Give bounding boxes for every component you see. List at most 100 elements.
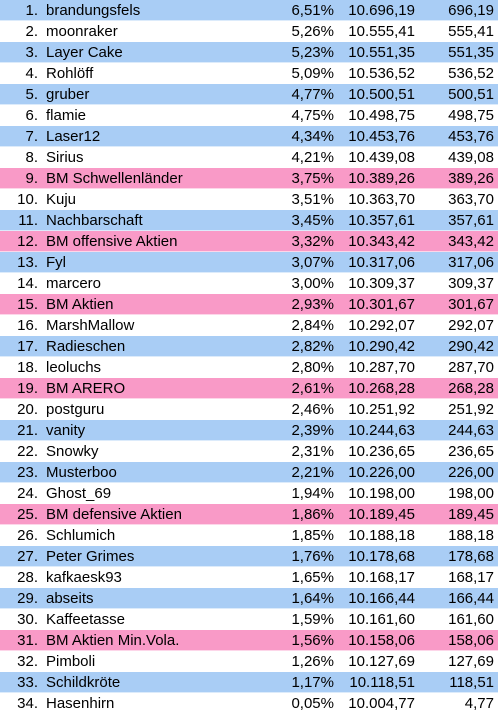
- rank-cell: 6.: [25, 107, 38, 124]
- value-cell: 10.301,67: [348, 296, 415, 313]
- table-row: 14. marcero 3,00% 10.309,37 309,37: [0, 273, 498, 294]
- table-row: 29. abseits 1,64% 10.166,44 166,44: [0, 588, 498, 609]
- table-row: 4. Rohlöff 5,09% 10.536,52 536,52: [0, 63, 498, 84]
- name-cell: Nachbarschaft: [46, 212, 143, 229]
- table-row: 17. Radieschen 2,82% 10.290,42 290,42: [0, 336, 498, 357]
- gain-cell: 439,08: [448, 149, 494, 166]
- name-cell: flamie: [46, 107, 87, 124]
- table-row: 1. brandungsfels 6,51% 10.696,19 696,19: [0, 0, 498, 21]
- value-cell: 10.439,08: [348, 149, 415, 166]
- table-row: 20. postguru 2,46% 10.251,92 251,92: [0, 399, 498, 420]
- percent-cell: 3,75%: [291, 170, 334, 187]
- table-row: 9. BM Schwellenländer 3,75% 10.389,26 389,26: [0, 168, 498, 189]
- name-cell: Snowky: [46, 443, 99, 460]
- value-cell: 10.696,19: [348, 2, 415, 19]
- table-row: 10. Kuju 3,51% 10.363,70 363,70: [0, 189, 498, 210]
- percent-cell: 3,07%: [291, 254, 334, 271]
- name-cell: Radieschen: [46, 338, 126, 355]
- name-cell: Laser12: [46, 128, 101, 145]
- gain-cell: 236,65: [448, 443, 494, 460]
- value-cell: 10.244,63: [348, 422, 415, 439]
- gain-cell: 198,00: [448, 485, 494, 502]
- rank-cell: 7.: [25, 128, 38, 145]
- value-cell: 10.287,70: [348, 359, 415, 376]
- value-cell: 10.198,00: [348, 485, 415, 502]
- gain-cell: 188,18: [448, 527, 494, 544]
- percent-cell: 1,86%: [291, 506, 334, 523]
- rank-cell: 10.: [17, 191, 38, 208]
- name-cell: leoluchs: [46, 359, 102, 376]
- gain-cell: 290,42: [448, 338, 494, 355]
- value-cell: 10.127,69: [348, 653, 415, 670]
- percent-cell: 1,76%: [291, 548, 334, 565]
- value-cell: 10.555,41: [348, 23, 415, 40]
- table-row: 12. BM offensive Aktien 3,32% 10.343,42 343,…: [0, 231, 498, 252]
- value-cell: 10.292,07: [348, 317, 415, 334]
- percent-cell: 3,32%: [291, 233, 334, 250]
- percent-cell: 1,64%: [291, 590, 334, 607]
- value-cell: 10.453,76: [348, 128, 415, 145]
- table-row: 13. Fyl 3,07% 10.317,06 317,06: [0, 252, 498, 273]
- value-cell: 10.500,51: [348, 86, 415, 103]
- gain-cell: 309,37: [448, 275, 494, 292]
- rank-cell: 17.: [17, 338, 38, 355]
- percent-cell: 2,61%: [291, 380, 334, 397]
- percent-cell: 1,26%: [291, 653, 334, 670]
- table-row: 3. Layer Cake 5,23% 10.551,35 551,35: [0, 42, 498, 63]
- rank-cell: 25.: [17, 506, 38, 523]
- rank-cell: 21.: [17, 422, 38, 439]
- rank-cell: 22.: [17, 443, 38, 460]
- rank-cell: 13.: [17, 254, 38, 271]
- name-cell: vanity: [46, 422, 86, 439]
- table-row: 19. BM ARERO 2,61% 10.268,28 268,28: [0, 378, 498, 399]
- value-cell: 10.290,42: [348, 338, 415, 355]
- table-row: 15. BM Aktien 2,93% 10.301,67 301,67: [0, 294, 498, 315]
- table-row: 31. BM Aktien Min.Vola. 1,56% 10.158,06 158,…: [0, 630, 498, 651]
- percent-cell: 5,23%: [291, 44, 334, 61]
- percent-cell: 4,77%: [291, 86, 334, 103]
- percent-cell: 1,59%: [291, 611, 334, 628]
- value-cell: 10.189,45: [348, 506, 415, 523]
- table-row: 22. Snowky 2,31% 10.236,65 236,65: [0, 441, 498, 462]
- table-row: 28. kafkaesk93 1,65% 10.168,17 168,17: [0, 567, 498, 588]
- gain-cell: 118,51: [449, 674, 494, 691]
- percent-cell: 1,17%: [291, 674, 334, 691]
- value-cell: 10.226,00: [348, 464, 415, 481]
- value-cell: 10.236,65: [348, 443, 415, 460]
- rank-cell: 1.: [25, 2, 38, 19]
- name-cell: Fyl: [46, 254, 66, 271]
- value-cell: 10.268,28: [348, 380, 415, 397]
- rank-cell: 34.: [17, 695, 38, 712]
- rank-cell: 11.: [18, 212, 38, 229]
- value-cell: 10.166,44: [348, 590, 415, 607]
- name-cell: Kaffeetasse: [46, 611, 125, 628]
- percent-cell: 2,46%: [291, 401, 334, 418]
- rank-cell: 3.: [25, 44, 38, 61]
- gain-cell: 189,45: [448, 506, 494, 523]
- value-cell: 10.168,17: [348, 569, 415, 586]
- percent-cell: 2,39%: [291, 422, 334, 439]
- gain-cell: 158,06: [448, 632, 494, 649]
- gain-cell: 226,00: [448, 464, 494, 481]
- rank-cell: 27.: [17, 548, 38, 565]
- name-cell: Schildkröte: [46, 674, 121, 691]
- rank-cell: 23.: [17, 464, 38, 481]
- rank-cell: 31.: [17, 632, 38, 649]
- value-cell: 10.178,68: [348, 548, 415, 565]
- gain-cell: 244,63: [448, 422, 494, 439]
- percent-cell: 1,56%: [291, 632, 334, 649]
- rank-cell: 24.: [17, 485, 38, 502]
- gain-cell: 551,35: [448, 44, 494, 61]
- table-row: 6. flamie 4,75% 10.498,75 498,75: [0, 105, 498, 126]
- gain-cell: 292,07: [448, 317, 494, 334]
- gain-cell: 389,26: [448, 170, 494, 187]
- name-cell: postguru: [46, 401, 105, 418]
- percent-cell: 4,21%: [291, 149, 334, 166]
- value-cell: 10.161,60: [348, 611, 415, 628]
- value-cell: 10.551,35: [348, 44, 415, 61]
- value-cell: 10.309,37: [348, 275, 415, 292]
- percent-cell: 4,75%: [291, 107, 334, 124]
- percent-cell: 2,84%: [291, 317, 334, 334]
- value-cell: 10.389,26: [348, 170, 415, 187]
